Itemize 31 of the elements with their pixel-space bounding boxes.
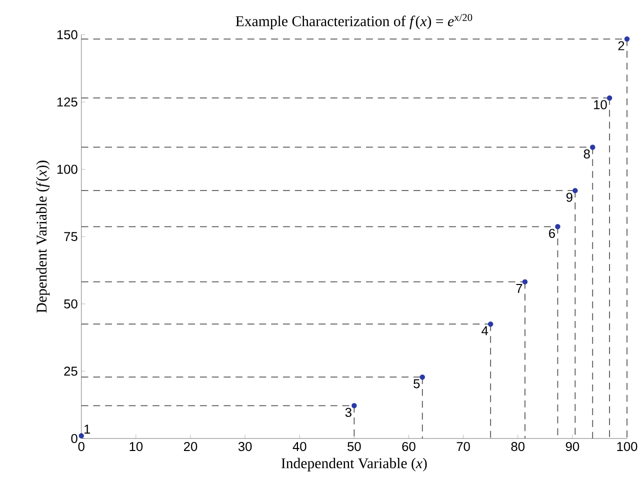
y-tick-label: 150 [57,30,78,40]
y-tick-label: 125 [57,97,78,107]
x-tick-label: 60 [402,442,416,452]
y-tick-label: 50 [64,299,78,308]
y-tick-label: 100 [57,164,78,174]
x-tick-label: 100 [617,442,638,452]
annotation: 8 [584,149,590,158]
annotation: 4 [482,326,488,336]
y-tick-label: 75 [64,232,78,242]
annotation: 7 [516,284,522,293]
x-tick-label: 20 [184,442,198,452]
y-tick-label: 0 [71,434,78,444]
x-tick-label: 90 [566,442,580,452]
x-tick-label: 10 [130,442,143,452]
x-axis-title: Independent Variable (x) [281,458,427,472]
y-tick-label: 25 [64,366,78,376]
x-tick-label: 30 [238,442,252,452]
x-tick-label: 40 [292,442,306,452]
annotation: 9 [566,192,572,202]
annotation: 1 [84,424,90,434]
annotation: 3 [345,408,352,417]
annotation: 10 [594,100,607,110]
x-tick-label: 80 [511,442,525,452]
annotation: 5 [414,379,420,388]
x-tick-label: 70 [456,442,470,452]
x-tick-label: 0 [78,442,84,452]
annotation: 6 [549,228,555,238]
chart-title: Example Characterization of f(x) = e$^{x/20}$ [236,14,472,30]
x-tick-label: 50 [348,442,361,452]
annotation: 2 [618,41,624,50]
y-axis-title: Dependent Variable (f(x)) [36,160,50,313]
